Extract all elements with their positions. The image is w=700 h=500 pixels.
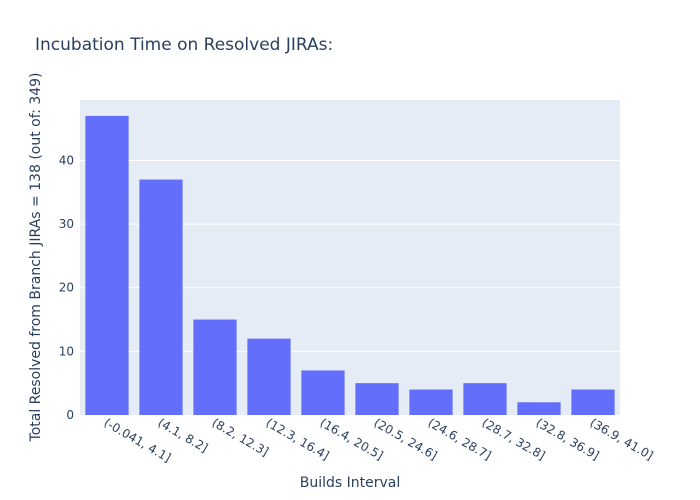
bar[interactable] xyxy=(463,383,507,415)
bar[interactable] xyxy=(139,179,183,415)
bar[interactable] xyxy=(247,338,291,415)
bar[interactable] xyxy=(85,115,129,415)
bars xyxy=(85,115,615,415)
y-tick-label: 40 xyxy=(59,153,74,167)
y-tick-label: 30 xyxy=(59,217,74,231)
bar[interactable] xyxy=(355,383,399,415)
bar[interactable] xyxy=(193,319,237,415)
y-tick-label: 20 xyxy=(59,281,74,295)
y-axis-title: Total Resolved from Branch JIRAs = 138 (… xyxy=(28,73,44,443)
chart-title: Incubation Time on Resolved JIRAs: xyxy=(35,35,333,55)
bar[interactable] xyxy=(571,389,615,415)
y-tick-label: 10 xyxy=(59,344,74,358)
y-tick-label: 0 xyxy=(66,408,74,422)
bar[interactable] xyxy=(517,402,561,415)
x-axis-title: Builds Interval xyxy=(300,475,401,491)
y-axis-ticks: 0 10 20 30 40 xyxy=(59,153,74,422)
bar[interactable] xyxy=(409,389,453,415)
bar[interactable] xyxy=(301,370,345,415)
